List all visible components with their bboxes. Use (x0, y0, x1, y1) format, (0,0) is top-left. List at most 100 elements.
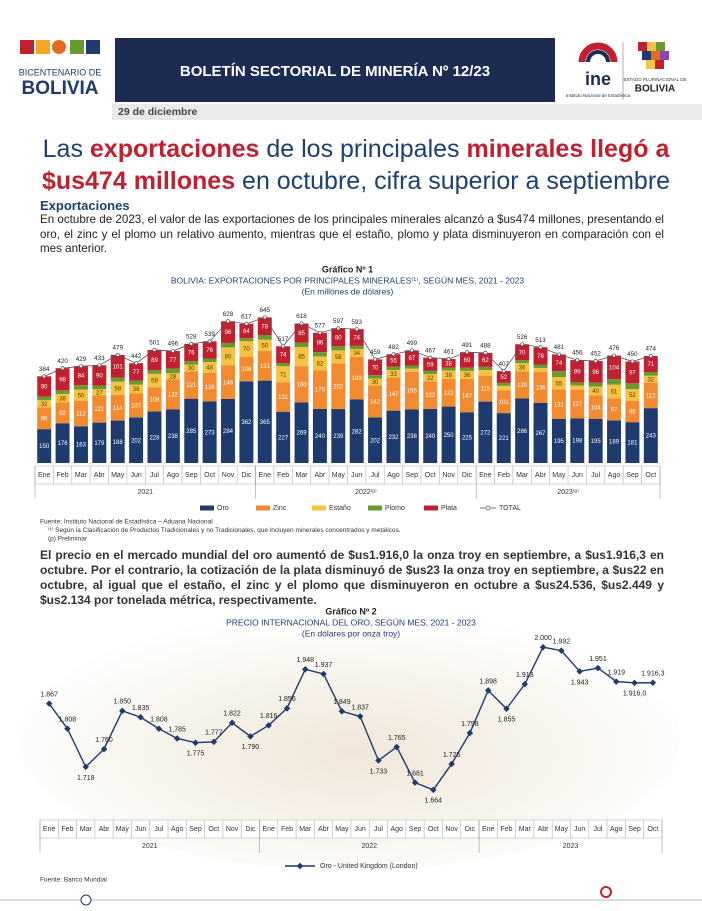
bar-segment (515, 360, 530, 364)
data-label: 195 (554, 439, 565, 445)
marker (228, 719, 236, 727)
x-tick-label: May (555, 826, 569, 833)
total-label: 459 (370, 349, 381, 356)
data-label: 1.725 (443, 752, 461, 759)
marker (100, 745, 108, 753)
data-label: 284 (223, 429, 234, 435)
bar-segment (239, 323, 254, 339)
bar-segment (496, 385, 511, 391)
bar-segment (92, 422, 107, 463)
marker (649, 679, 657, 687)
total-marker (520, 342, 525, 347)
total-label: 407 (498, 361, 509, 368)
data-label: 1.916,0 (623, 691, 646, 698)
x-tick-label: May (332, 472, 346, 479)
total-label: 420 (57, 358, 68, 365)
data-label: 1.948 (296, 657, 314, 664)
data-label: 1.855 (498, 717, 516, 724)
data-label: 243 (646, 434, 657, 440)
total-label: 429 (76, 356, 87, 363)
bar-segment (607, 420, 622, 463)
bar-segment (423, 408, 438, 463)
total-label: 491 (462, 342, 473, 349)
data-label: 202 (370, 438, 381, 444)
x-tick-label: Oct (204, 472, 215, 479)
bar-segment (202, 358, 217, 363)
total-marker (281, 344, 286, 349)
x-tick-label: Jul (154, 826, 163, 833)
logo-ine: ine Instituto Nacional de Estadística ES… (566, 42, 687, 100)
total-line (44, 316, 651, 377)
data-label: 38 (133, 387, 140, 393)
data-label: 90 (41, 385, 48, 391)
bar-segment (588, 360, 603, 383)
headline-part: $us474 millones (41, 167, 236, 195)
bar-segment (460, 367, 474, 371)
data-label: 176 (58, 441, 69, 447)
bar-segment (386, 377, 401, 411)
x-tick-label: Dic (465, 826, 476, 833)
data-label: 1.777 (205, 730, 223, 737)
bar-segment (37, 407, 52, 430)
bar-segment (460, 370, 474, 380)
bar-segment (276, 366, 291, 383)
bar-segment (184, 360, 199, 365)
data-label: 131 (278, 395, 289, 401)
group-label: 2022⁽ᵖ⁾ (355, 488, 377, 496)
bar-segment (643, 382, 658, 409)
data-label: 96 (225, 330, 232, 336)
data-label: 1.718 (77, 775, 95, 782)
total-label: 618 (296, 313, 307, 320)
bar-segment (478, 401, 493, 463)
data-label: 58 (114, 386, 121, 392)
bar-segment (165, 379, 180, 410)
x-tick-label: Ago (391, 826, 404, 833)
x-tick-label: Nov (226, 826, 239, 833)
x-tick-label: Sep (189, 826, 202, 833)
bar-segment (55, 393, 70, 403)
bar-segment (441, 370, 456, 380)
bar-segment (92, 365, 107, 386)
total-marker (391, 352, 396, 357)
bar-segment (460, 379, 474, 413)
x-tick-label: Jun (572, 472, 583, 479)
bar-segment (588, 386, 603, 396)
data-label: 202 (333, 384, 344, 390)
bar-segment (441, 406, 456, 463)
total-label: 476 (609, 345, 620, 352)
data-label: 1.822 (223, 711, 241, 718)
total-marker (630, 359, 635, 364)
bar-segment (331, 350, 346, 364)
data-label: 240 (425, 434, 436, 440)
bar-segment (129, 417, 144, 463)
data-label: 1.816 (260, 713, 278, 720)
x-tick-label: Oct (208, 826, 219, 833)
x-tick-label: Sep (185, 472, 198, 479)
total-marker (575, 358, 580, 363)
bar-segment (625, 422, 640, 463)
bar-segment (184, 343, 199, 361)
x-tick-label: Oct (645, 472, 656, 479)
data-label: 38 (445, 373, 452, 379)
bar-segment (73, 366, 88, 386)
x-tick-label: Abr (535, 472, 547, 479)
headline-part: Las (42, 135, 90, 163)
bar-segment (349, 345, 364, 350)
legend-swatch (200, 505, 214, 511)
total-marker (354, 327, 359, 332)
x-tick-label: Ago (171, 826, 184, 833)
ine-caption: Instituto Nacional de Estadística (566, 93, 631, 98)
data-label: 70 (243, 347, 250, 353)
bar-segment (129, 380, 144, 385)
total-label: 628 (223, 311, 234, 318)
headline-line: Las exportaciones de los principales min… (36, 133, 676, 165)
state-top: ESTADO PLURINACIONAL DE (623, 77, 686, 82)
logo-bottom: BOLIVIA (21, 78, 98, 99)
marker (265, 722, 272, 729)
total-label: 452 (590, 351, 601, 358)
bar-segment (496, 382, 511, 386)
marker (448, 760, 455, 768)
note: (p) Preliminar (48, 536, 88, 543)
bar-segment (110, 354, 125, 378)
bar-segment (551, 354, 566, 372)
